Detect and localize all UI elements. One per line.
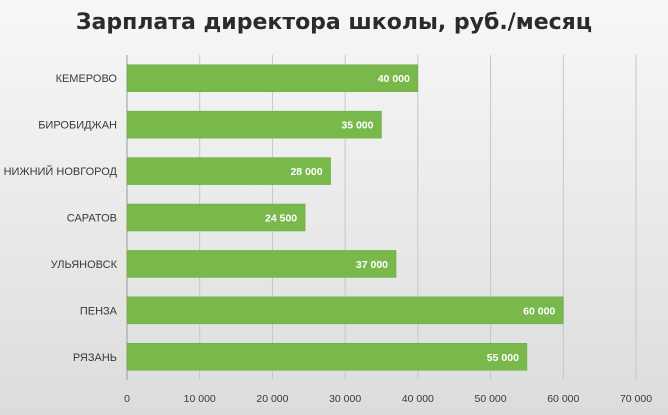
category-label: САРАТОВ (67, 213, 117, 225)
x-tick-label: 40 000 (402, 393, 434, 405)
x-tick-label: 60 000 (547, 393, 579, 405)
data-label: 28 000 (290, 166, 322, 178)
data-label: 24 500 (265, 213, 297, 225)
category-label: КЕМЕРОВО (56, 73, 118, 85)
category-label: УЛЬЯНОВСК (51, 259, 118, 271)
x-tick-label: 10 000 (184, 393, 216, 405)
bar (126, 250, 397, 278)
x-tick-label: 20 000 (256, 393, 288, 405)
x-tick-label: 0 (124, 393, 130, 405)
x-tick-label: 70 000 (620, 393, 652, 405)
bar (126, 203, 306, 232)
x-tick-label: 30 000 (329, 393, 361, 405)
bar (126, 296, 564, 325)
category-label: ПЕНЗА (80, 305, 118, 317)
data-label: 55 000 (487, 352, 519, 364)
data-label: 35 000 (341, 120, 373, 132)
bar (126, 64, 419, 92)
data-label: 40 000 (378, 73, 410, 85)
chart-title: Зарплата директора школы, руб./месяц (75, 10, 593, 35)
data-label: 60 000 (523, 305, 555, 317)
bar (126, 343, 528, 371)
x-tick-label: 50 000 (475, 393, 507, 405)
bar (126, 157, 331, 185)
category-label: БИРОБИДЖАН (38, 120, 117, 132)
bar (126, 110, 382, 139)
data-label: 37 000 (356, 259, 388, 271)
category-label: РЯЗАНЬ (73, 352, 117, 364)
category-label: НИЖНИЙ НОВГОРОД (4, 165, 118, 178)
